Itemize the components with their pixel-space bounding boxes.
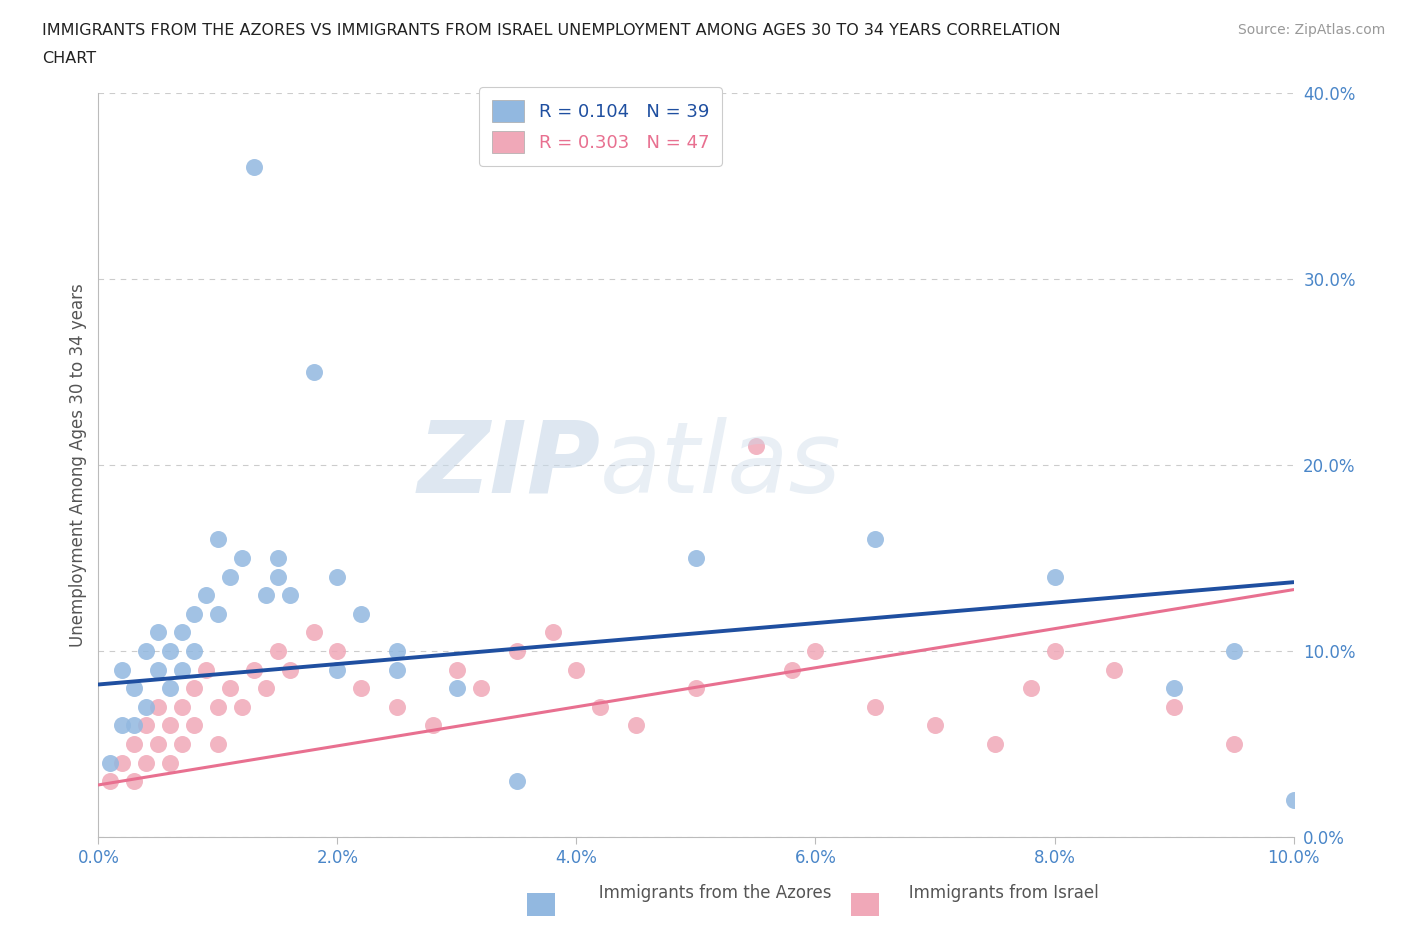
- Point: [326, 662, 349, 677]
- Point: [148, 699, 170, 714]
- Point: [172, 625, 194, 640]
- Point: [350, 681, 373, 696]
- Point: [685, 551, 707, 565]
- Point: [267, 569, 290, 584]
- Text: Immigrants from Israel: Immigrants from Israel: [872, 884, 1098, 902]
- Point: [626, 718, 648, 733]
- Point: [243, 160, 266, 175]
- Point: [267, 551, 290, 565]
- Point: [195, 588, 218, 603]
- Text: atlas: atlas: [600, 417, 842, 513]
- Point: [207, 606, 229, 621]
- Point: [780, 662, 803, 677]
- Point: [183, 681, 205, 696]
- Point: [541, 625, 564, 640]
- Point: [231, 699, 253, 714]
- Point: [98, 774, 122, 789]
- Point: [1104, 662, 1126, 677]
- Text: IMMIGRANTS FROM THE AZORES VS IMMIGRANTS FROM ISRAEL UNEMPLOYMENT AMONG AGES 30 : IMMIGRANTS FROM THE AZORES VS IMMIGRANTS…: [42, 23, 1060, 38]
- Point: [350, 606, 373, 621]
- Point: [1019, 681, 1042, 696]
- Point: [745, 439, 768, 454]
- Point: [1163, 681, 1185, 696]
- Point: [326, 644, 349, 658]
- Point: [207, 532, 229, 547]
- Point: [243, 662, 266, 677]
- Point: [124, 737, 146, 751]
- Point: [446, 681, 468, 696]
- Point: [183, 718, 205, 733]
- Point: [172, 699, 194, 714]
- Point: [159, 718, 181, 733]
- Point: [172, 662, 194, 677]
- Point: [219, 569, 242, 584]
- Point: [135, 755, 157, 770]
- Point: [124, 774, 146, 789]
- Point: [865, 699, 887, 714]
- Point: [135, 699, 157, 714]
- Point: [1043, 569, 1066, 584]
- Point: [254, 588, 277, 603]
- Point: [148, 625, 170, 640]
- Point: [470, 681, 492, 696]
- Point: [385, 644, 409, 658]
- Point: [506, 644, 529, 658]
- Point: [446, 662, 468, 677]
- Point: [135, 644, 157, 658]
- Point: [984, 737, 1007, 751]
- Point: [385, 699, 409, 714]
- Point: [865, 532, 887, 547]
- Point: [267, 644, 290, 658]
- Text: CHART: CHART: [42, 51, 96, 66]
- Point: [254, 681, 277, 696]
- Text: ZIP: ZIP: [418, 417, 600, 513]
- Point: [195, 662, 218, 677]
- Point: [231, 551, 253, 565]
- Text: Immigrants from the Azores: Immigrants from the Azores: [562, 884, 832, 902]
- Point: [148, 662, 170, 677]
- Y-axis label: Unemployment Among Ages 30 to 34 years: Unemployment Among Ages 30 to 34 years: [69, 283, 87, 647]
- Point: [506, 774, 529, 789]
- Point: [1163, 699, 1185, 714]
- Point: [302, 625, 325, 640]
- Point: [385, 662, 409, 677]
- Point: [207, 699, 229, 714]
- Point: [565, 662, 588, 677]
- Legend: R = 0.104   N = 39, R = 0.303   N = 47: R = 0.104 N = 39, R = 0.303 N = 47: [479, 87, 721, 166]
- Point: [422, 718, 444, 733]
- Point: [159, 755, 181, 770]
- Point: [135, 718, 157, 733]
- Point: [98, 755, 122, 770]
- Text: Source: ZipAtlas.com: Source: ZipAtlas.com: [1237, 23, 1385, 37]
- Point: [111, 662, 134, 677]
- Point: [148, 737, 170, 751]
- Point: [326, 569, 349, 584]
- Point: [207, 737, 229, 751]
- Point: [804, 644, 827, 658]
- Point: [172, 737, 194, 751]
- Point: [589, 699, 612, 714]
- Point: [1223, 737, 1246, 751]
- Point: [924, 718, 946, 733]
- Point: [1223, 644, 1246, 658]
- Point: [685, 681, 707, 696]
- Point: [278, 662, 301, 677]
- Point: [124, 681, 146, 696]
- Point: [111, 755, 134, 770]
- Point: [159, 681, 181, 696]
- Point: [302, 365, 325, 379]
- Point: [183, 606, 205, 621]
- Point: [159, 644, 181, 658]
- Point: [111, 718, 134, 733]
- Point: [219, 681, 242, 696]
- Point: [124, 718, 146, 733]
- Point: [1043, 644, 1066, 658]
- Point: [1282, 792, 1305, 807]
- Point: [183, 644, 205, 658]
- Point: [278, 588, 301, 603]
